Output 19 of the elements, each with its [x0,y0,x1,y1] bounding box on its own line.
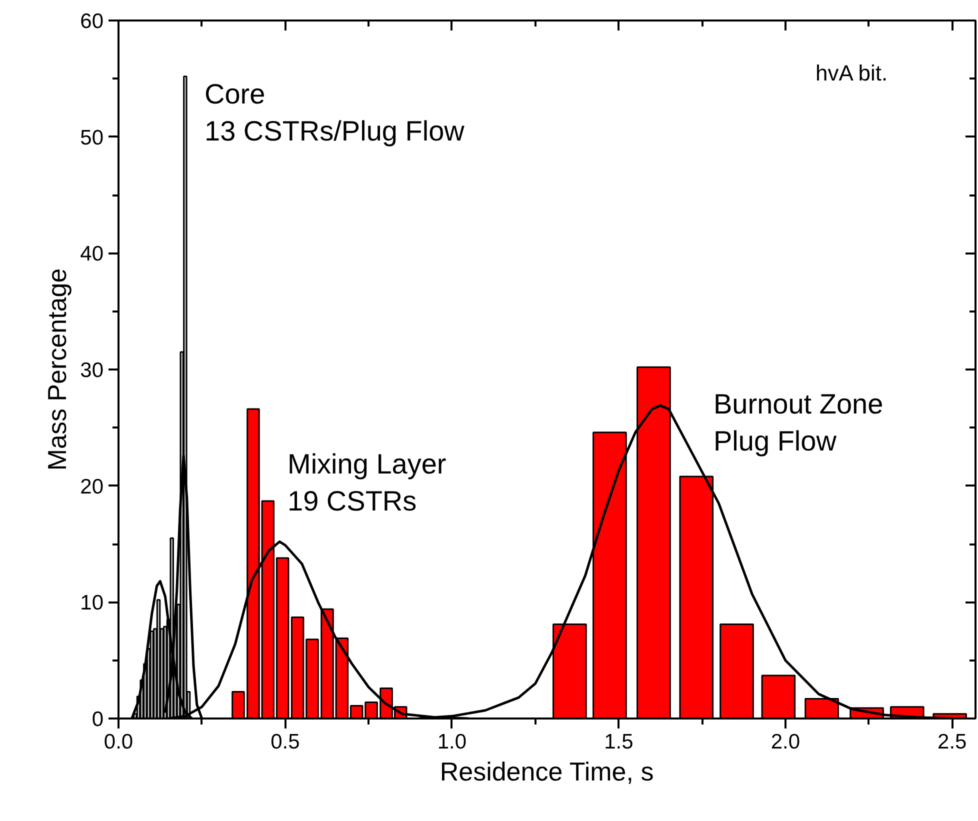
x-tick-label: 0.0 [104,730,134,754]
annotation: Mixing Layer 19 CSTRs [288,448,446,517]
x-tick-label: 2.0 [770,730,800,754]
y-tick-label: 0 [92,708,104,731]
x-tick-label: 1.5 [604,730,634,754]
y-tick-label: 50 [80,126,104,150]
y-tick-label: 40 [80,242,104,266]
x-tick-label: 0.5 [270,730,300,754]
y-tick-label: 60 [80,10,104,33]
y-tick-label: 10 [80,592,104,615]
x-tick-label: 1.0 [437,730,467,754]
y-tick-label: 20 [80,475,104,498]
x-axis-title: Residence Time, s [440,756,654,786]
annotation: Core 13 CSTRs/Plug Flow [204,78,466,147]
y-axis-title: Mass Percentage [42,268,72,471]
x-tick-label: 2.5 [938,730,967,754]
annotation: Burnout Zone Plug Flow [714,388,884,457]
annotation: hvA bit. [816,60,888,86]
y-tick-label: 30 [80,359,104,382]
